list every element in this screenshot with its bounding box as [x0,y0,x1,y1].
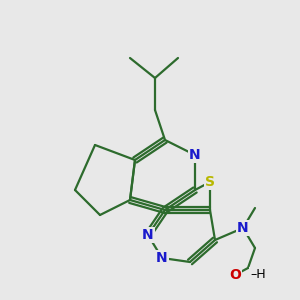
Text: –H: –H [250,268,266,281]
Text: O: O [229,268,241,282]
Text: S: S [205,175,215,189]
Text: N: N [189,148,201,162]
Text: N: N [156,251,168,265]
Text: N: N [142,228,154,242]
Text: N: N [237,221,249,235]
